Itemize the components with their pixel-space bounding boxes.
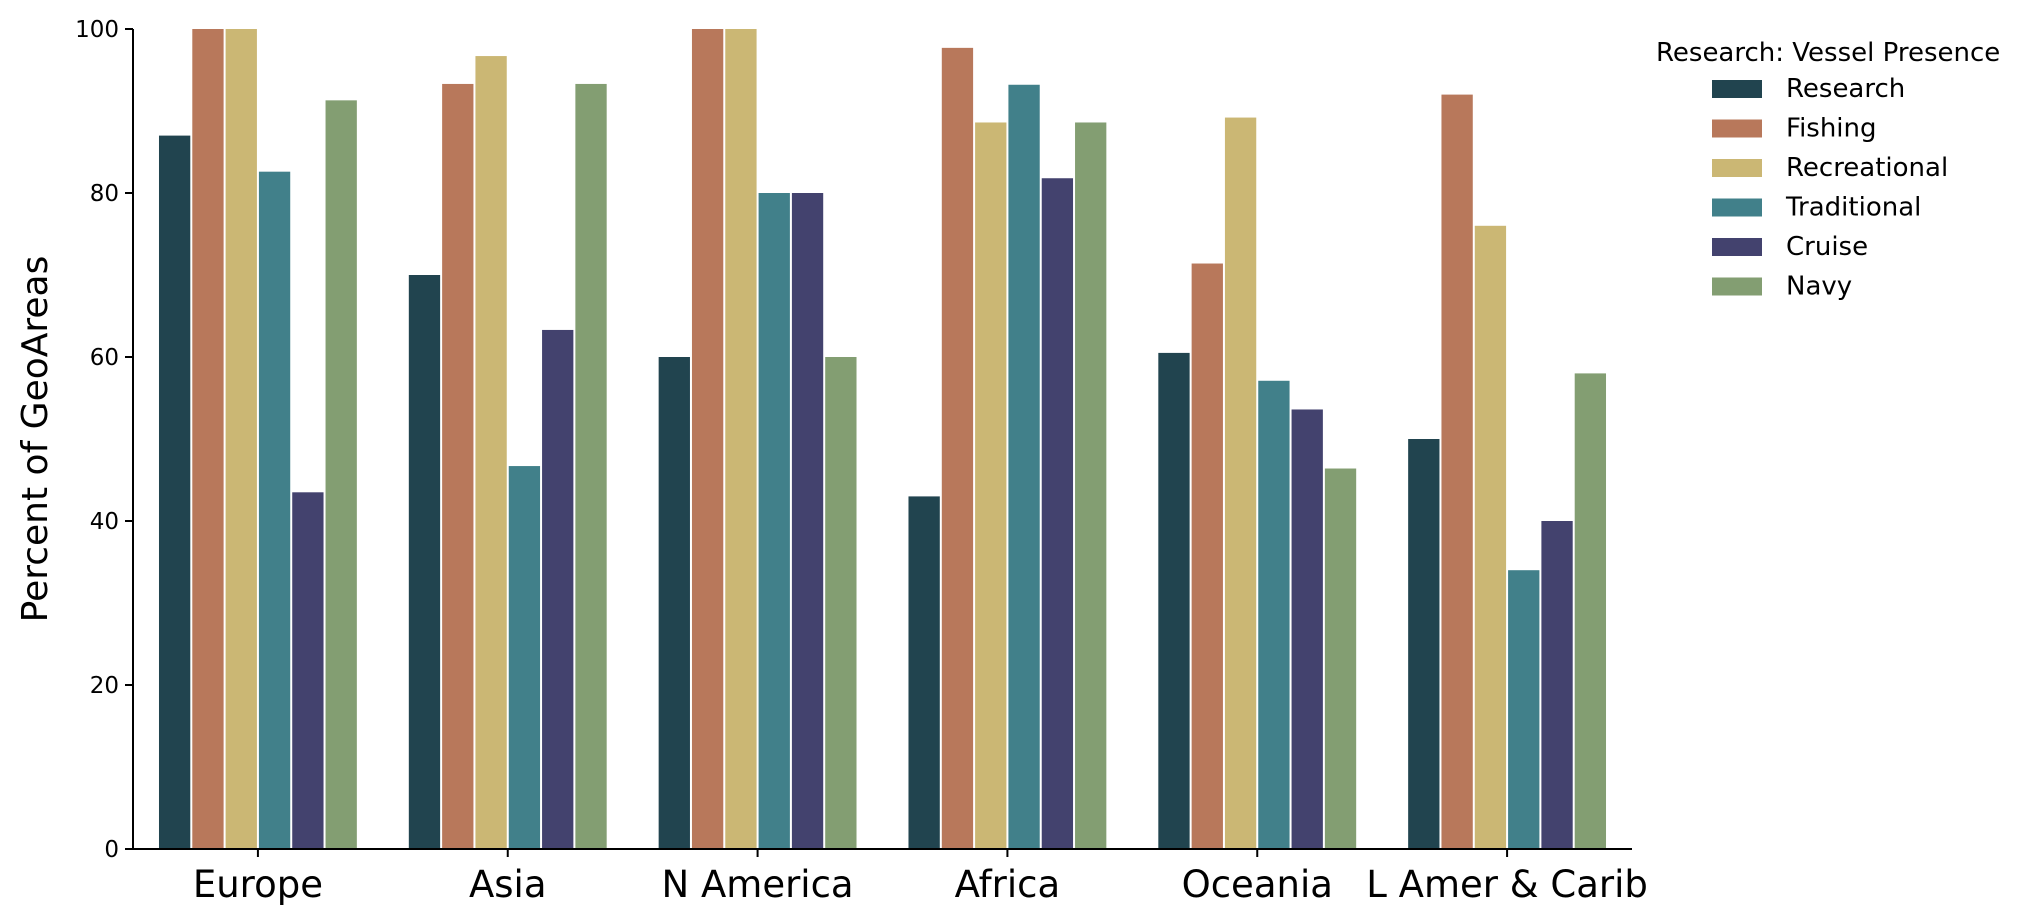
x-tick-label: Africa — [955, 863, 1061, 906]
bar-cruise-n-america — [791, 193, 824, 849]
legend-swatch — [1712, 159, 1762, 177]
bar-fishing-asia — [442, 83, 474, 849]
bar-cruise-l-amer-carib — [1541, 521, 1573, 849]
legend-swatch — [1712, 238, 1762, 256]
bar-fishing-africa — [941, 47, 974, 850]
bar-recreational-asia — [475, 56, 507, 850]
bar-cruise-europe — [292, 492, 324, 849]
bar-research-n-america — [658, 357, 690, 849]
bar-research-africa — [908, 496, 940, 849]
legend-title: Research: Vessel Presence — [1656, 38, 2000, 68]
legend: Research: Vessel Presence Research Fishin… — [1656, 38, 2000, 302]
bar-traditional-n-america — [758, 193, 790, 849]
legend-swatch — [1712, 277, 1762, 296]
y-tick-label: 20 — [90, 673, 119, 699]
bar-navy-n-america — [825, 357, 857, 849]
legend-label: Research — [1786, 74, 1905, 104]
x-tick-label: N America — [662, 863, 854, 906]
legend-label: Recreational — [1786, 153, 1948, 183]
x-tick-label: Oceania — [1182, 863, 1333, 906]
x-tick-label: L Amer & Carib — [1366, 863, 1648, 906]
bar-traditional-europe — [258, 171, 291, 849]
legend-label: Navy — [1786, 272, 1852, 302]
bar-navy-l-amer-carib — [1574, 373, 1607, 849]
bar-cruise-oceania — [1291, 409, 1323, 849]
bar-research-l-amer-carib — [1408, 439, 1440, 849]
y-axis-title: Percent of GeoAreas — [15, 256, 56, 623]
y-tick-label: 100 — [75, 17, 119, 43]
bar-fishing-l-amer-carib — [1441, 94, 1473, 850]
bar-navy-europe — [325, 100, 357, 850]
y-ticks: 0 20 40 60 80 100 — [75, 17, 133, 863]
bar-fishing-oceania — [1191, 263, 1223, 849]
y-tick-label: 40 — [90, 509, 119, 535]
y-tick-label: 80 — [90, 181, 119, 207]
bar-recreational-l-amer-carib — [1474, 225, 1507, 850]
bar-research-asia — [408, 275, 441, 849]
bar-recreational-europe — [225, 29, 257, 849]
bars-layer — [158, 29, 1607, 850]
bar-traditional-l-amer-carib — [1508, 570, 1540, 849]
bar-fishing-europe — [192, 29, 224, 849]
bar-recreational-n-america — [725, 29, 757, 849]
bar-fishing-n-america — [691, 29, 724, 849]
bar-cruise-asia — [542, 329, 574, 849]
bar-cruise-africa — [1041, 178, 1074, 850]
bar-research-oceania — [1158, 352, 1190, 849]
y-tick-label: 0 — [104, 837, 119, 863]
bar-navy-asia — [575, 83, 607, 849]
bar-traditional-oceania — [1258, 380, 1290, 849]
x-tick-label: Europe — [193, 863, 323, 906]
bar-research-europe — [158, 135, 191, 850]
x-ticks: Europe Asia N America Africa Oceania L Amer &… — [193, 849, 1648, 906]
bar-recreational-oceania — [1224, 117, 1257, 849]
legend-label: Traditional — [1785, 193, 1921, 223]
bar-navy-oceania — [1324, 468, 1357, 849]
bar-traditional-asia — [508, 466, 541, 849]
y-tick-label: 60 — [90, 345, 119, 371]
bar-traditional-africa — [1008, 84, 1040, 849]
legend-label: Cruise — [1786, 232, 1868, 262]
bar-recreational-africa — [975, 122, 1007, 850]
axes-layer — [132, 29, 1632, 850]
legend-swatch — [1712, 80, 1762, 98]
legend-label: Fishing — [1786, 114, 1877, 144]
legend-swatch — [1712, 119, 1762, 138]
bar-navy-africa — [1075, 122, 1107, 850]
legend-swatch — [1712, 198, 1762, 217]
x-tick-label: Asia — [469, 863, 547, 906]
